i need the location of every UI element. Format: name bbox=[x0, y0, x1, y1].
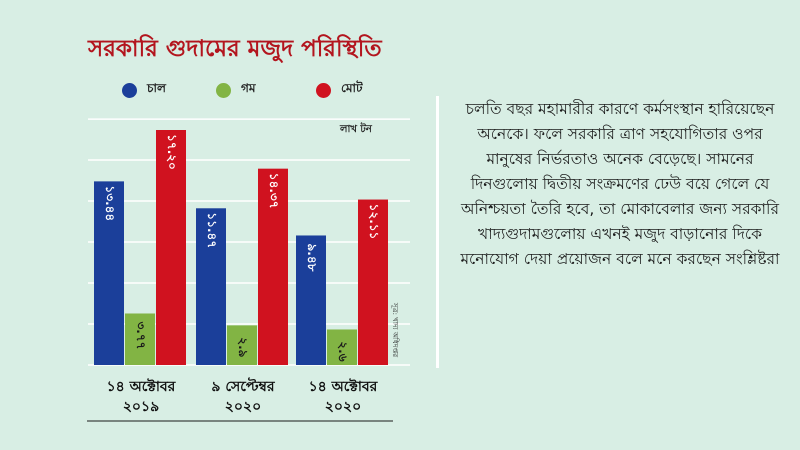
data-label-1-2: ২.৬ bbox=[336, 341, 350, 361]
unit-label: লাখ টন bbox=[339, 121, 373, 135]
legend-label-wheat: গম bbox=[241, 81, 256, 95]
category-label-1-line2: ২০২০ bbox=[225, 399, 261, 415]
legend-item-rice: চাল bbox=[122, 80, 166, 100]
data-label-1-0: ৩.৭৭ bbox=[134, 322, 148, 350]
legend-dot-rice bbox=[122, 82, 137, 98]
legend-item-wheat: গম bbox=[216, 80, 256, 100]
legend: চাল গম মোট bbox=[0, 80, 420, 100]
bar-1-2 bbox=[327, 329, 357, 365]
legend-label-rice: চাল bbox=[147, 81, 166, 95]
data-label-2-0: ১৭.২০ bbox=[165, 134, 179, 170]
data-label-2-1: ১৪.৩৭ bbox=[267, 173, 281, 209]
category-label-2-line1: ১৪ অক্টোবর bbox=[309, 378, 379, 395]
data-label-2-2: ১২.১১ bbox=[367, 204, 381, 240]
chart-title: সরকারি গুদামের মজুদ পরিস্থিতি bbox=[88, 36, 382, 62]
data-label-0-1: ১১.৪৭ bbox=[205, 212, 219, 248]
legend-dot-wheat bbox=[216, 82, 231, 98]
data-label-0-2: ৯.৪৮ bbox=[305, 244, 319, 272]
source-label: সূত্র: খাদ্য অধিদপ্তর bbox=[391, 302, 399, 357]
data-label-0-0: ১৩.৪৪ bbox=[103, 186, 117, 222]
bar-0-2 bbox=[296, 235, 326, 365]
legend-item-total: মোট bbox=[316, 80, 363, 100]
category-label-0-line2: ২০১৯ bbox=[123, 399, 159, 415]
bar-0-0 bbox=[94, 181, 124, 365]
bar-2-2 bbox=[358, 199, 388, 365]
category-label-0-line1: ১৪ অক্টোবর bbox=[107, 378, 177, 395]
bar-1-1 bbox=[227, 325, 257, 365]
bar-0-1 bbox=[196, 208, 226, 365]
story-text: চলতি বছর মহামারীর কারণে কর্মসংস্থান হারি… bbox=[460, 100, 780, 268]
bar-chart: লাখ টন ১৩.৪৪ ১১.৪৭ ৯.৪৮ ৩.৭৭ ২.৯ ২.৬ ১৭.২০ ১৪.৩৭… bbox=[87, 118, 410, 422]
bar-2-1 bbox=[258, 168, 288, 365]
data-label-1-1: ২.৯ bbox=[236, 337, 250, 357]
legend-dot-total bbox=[316, 82, 331, 98]
divider-line bbox=[436, 96, 439, 368]
bar-2-0 bbox=[156, 130, 186, 365]
category-label-2-line2: ২০২০ bbox=[325, 399, 361, 415]
legend-label-total: মোট bbox=[341, 81, 363, 95]
bar-1-0 bbox=[125, 313, 155, 365]
category-label-1-line1: ৯ সেপ্টেম্বর bbox=[211, 377, 276, 395]
